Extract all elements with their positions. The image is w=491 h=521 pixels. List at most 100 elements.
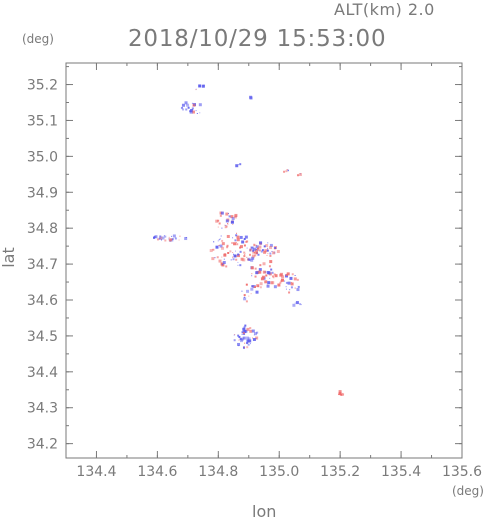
data-point bbox=[218, 239, 220, 241]
data-point bbox=[215, 245, 219, 249]
data-point bbox=[231, 241, 234, 244]
data-point bbox=[239, 245, 243, 249]
data-point bbox=[270, 281, 274, 285]
data-point bbox=[219, 244, 223, 248]
data-point bbox=[257, 285, 260, 288]
data-point bbox=[269, 246, 273, 250]
data-point bbox=[236, 235, 240, 239]
data-point bbox=[288, 291, 291, 294]
data-point bbox=[191, 107, 194, 110]
data-point bbox=[237, 342, 241, 346]
data-point bbox=[258, 249, 261, 252]
data-point bbox=[243, 244, 246, 247]
data-point bbox=[214, 257, 216, 259]
data-point bbox=[267, 253, 269, 255]
data-point bbox=[266, 284, 270, 288]
data-point bbox=[219, 214, 222, 217]
data-point bbox=[220, 211, 224, 215]
data-point bbox=[223, 253, 227, 257]
data-point bbox=[184, 237, 188, 241]
data-point bbox=[270, 268, 273, 271]
data-point bbox=[257, 253, 260, 256]
data-point bbox=[283, 170, 286, 173]
data-point bbox=[168, 238, 172, 242]
data-point bbox=[247, 258, 250, 261]
x-axis-title: lon bbox=[252, 502, 277, 521]
data-point bbox=[185, 108, 188, 111]
data-point bbox=[273, 277, 275, 279]
data-point bbox=[251, 285, 254, 288]
data-layer bbox=[153, 84, 345, 396]
data-point bbox=[202, 84, 205, 87]
data-point bbox=[227, 252, 230, 255]
data-point bbox=[255, 249, 259, 253]
data-point bbox=[221, 242, 225, 246]
data-point bbox=[265, 244, 269, 248]
data-point bbox=[234, 250, 236, 252]
x-tick-label: 135.2 bbox=[320, 464, 360, 480]
data-point bbox=[225, 265, 228, 268]
data-point bbox=[284, 280, 286, 282]
plot-frame bbox=[65, 62, 463, 459]
data-point bbox=[217, 240, 219, 242]
data-point bbox=[221, 256, 223, 258]
data-point bbox=[233, 253, 235, 255]
data-point bbox=[232, 223, 234, 225]
data-point bbox=[216, 256, 219, 259]
y-tick-label: 35.0 bbox=[27, 149, 58, 165]
data-point bbox=[249, 343, 251, 345]
data-point bbox=[279, 273, 283, 277]
x-tick-label: 135.4 bbox=[381, 464, 421, 480]
data-point bbox=[246, 327, 250, 331]
data-point bbox=[239, 163, 242, 166]
data-point bbox=[250, 266, 254, 270]
data-point bbox=[263, 245, 266, 248]
data-point bbox=[237, 253, 240, 256]
data-point bbox=[244, 342, 246, 344]
data-point bbox=[342, 394, 344, 396]
data-point bbox=[235, 258, 238, 261]
data-point bbox=[226, 246, 229, 249]
data-point bbox=[256, 331, 259, 334]
data-point bbox=[237, 261, 239, 263]
data-point bbox=[181, 103, 185, 107]
data-point bbox=[225, 219, 229, 223]
data-point bbox=[244, 235, 248, 239]
data-point bbox=[249, 329, 253, 333]
data-point bbox=[247, 337, 251, 341]
data-point bbox=[266, 249, 269, 252]
data-point bbox=[295, 301, 299, 305]
data-point bbox=[262, 270, 266, 274]
data-point bbox=[292, 303, 296, 307]
data-point bbox=[220, 235, 222, 237]
data-point bbox=[187, 106, 190, 109]
y-tick-label: 34.3 bbox=[27, 401, 58, 417]
data-point bbox=[233, 254, 237, 258]
data-point bbox=[296, 278, 299, 281]
data-point bbox=[233, 339, 236, 342]
data-point bbox=[227, 223, 229, 225]
data-point bbox=[258, 270, 262, 274]
data-point bbox=[235, 164, 239, 168]
data-point bbox=[246, 256, 248, 258]
data-point bbox=[221, 246, 225, 250]
data-point bbox=[260, 277, 264, 281]
data-point bbox=[225, 225, 228, 228]
data-point bbox=[234, 239, 237, 242]
data-point bbox=[254, 254, 257, 257]
data-point bbox=[251, 254, 255, 258]
y-tick-label: 35.2 bbox=[27, 78, 58, 94]
data-point bbox=[221, 263, 225, 267]
y-tick-label: 34.6 bbox=[27, 293, 58, 309]
data-point bbox=[279, 281, 282, 284]
data-point bbox=[186, 103, 190, 107]
data-point bbox=[261, 249, 264, 252]
data-point bbox=[248, 253, 251, 256]
data-point bbox=[255, 271, 259, 275]
x-tick-label: 134.4 bbox=[76, 464, 116, 480]
y-axis-unit: (deg) bbox=[22, 32, 54, 46]
data-point bbox=[161, 236, 165, 240]
data-point bbox=[159, 235, 162, 238]
data-point bbox=[246, 342, 249, 345]
data-point bbox=[285, 288, 287, 290]
